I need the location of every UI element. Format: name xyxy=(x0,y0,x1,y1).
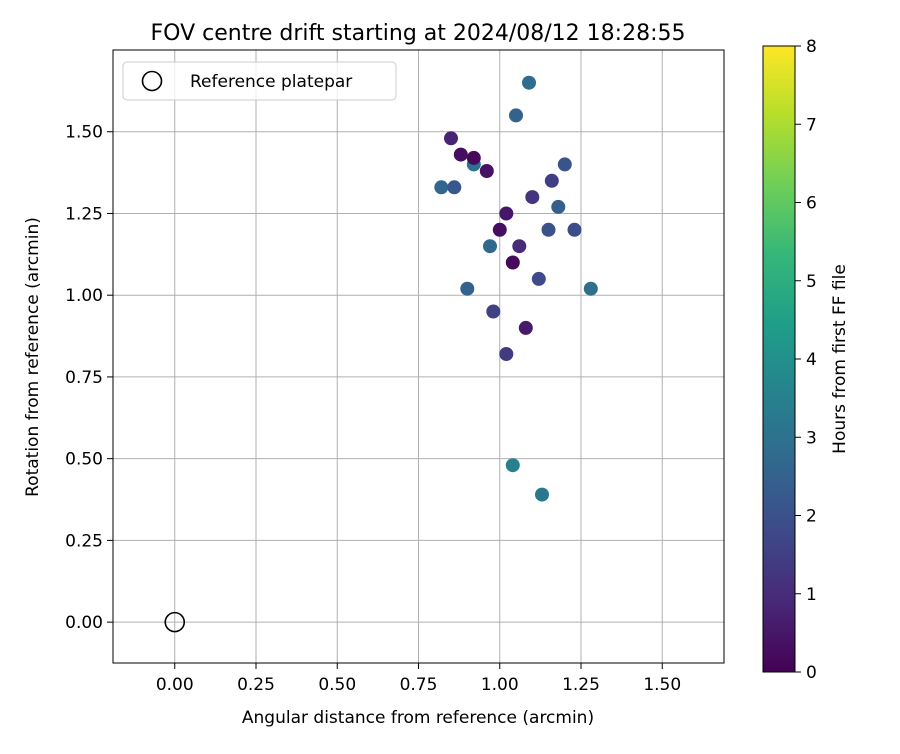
colorbar-tick-label: 7 xyxy=(806,115,817,135)
data-point xyxy=(447,180,462,195)
colorbar-ticks: 0 1 2 3 4 5 6 7 8 xyxy=(795,37,817,683)
legend-box xyxy=(122,61,397,101)
data-point xyxy=(544,173,559,188)
data-point xyxy=(499,206,514,221)
y-axis-ticks: 0.00 0.25 0.50 0.75 1.00 1.25 1.50 xyxy=(65,123,113,633)
x-tick-label: 0.00 xyxy=(156,675,194,695)
x-tick-label: 1.00 xyxy=(481,675,519,695)
data-point xyxy=(551,199,566,214)
colorbar-tick-label: 1 xyxy=(806,585,817,605)
x-axis-label: Angular distance from reference (arcmin) xyxy=(242,708,594,728)
y-tick-label: 0.25 xyxy=(65,531,103,551)
legend-marker-reference xyxy=(141,70,163,92)
y-tick-label: 1.50 xyxy=(65,123,103,143)
data-point xyxy=(486,304,501,319)
colorbar-tick-label: 5 xyxy=(806,272,817,292)
data-point xyxy=(522,75,536,90)
y-axis-label: Rotation from reference (arcmin) xyxy=(23,217,43,497)
data-point xyxy=(434,180,449,195)
data-point xyxy=(466,150,481,165)
data-point xyxy=(505,458,520,473)
data-point xyxy=(518,320,533,335)
x-tick-label: 1.25 xyxy=(562,675,600,695)
data-point xyxy=(499,347,514,361)
data-points xyxy=(434,75,598,502)
x-tick-label: 1.50 xyxy=(643,675,681,695)
reference-point-layer xyxy=(164,611,186,633)
data-point xyxy=(453,147,468,162)
y-tick-label: 0.50 xyxy=(65,450,103,470)
data-point xyxy=(492,222,507,237)
reference-platepar-marker xyxy=(164,611,186,633)
colorbar-tick-label: 8 xyxy=(806,37,817,57)
data-point xyxy=(483,239,497,254)
colorbar-tick-label: 0 xyxy=(806,663,817,683)
data-point xyxy=(479,164,494,178)
data-point xyxy=(460,281,475,296)
colorbar-label: Hours from first FF file xyxy=(830,264,850,454)
colorbar-tick-label: 3 xyxy=(806,428,817,448)
colorbar-tick-label: 2 xyxy=(806,507,817,527)
data-point xyxy=(535,487,549,502)
data-point xyxy=(557,157,572,172)
colorbar-tick-label: 4 xyxy=(806,350,817,370)
x-tick-label: 0.25 xyxy=(237,675,275,695)
x-tick-label: 0.50 xyxy=(318,675,356,695)
legend: Reference platepar xyxy=(122,61,397,101)
data-point xyxy=(567,222,582,237)
x-axis-ticks: 0.00 0.25 0.50 0.75 1.00 1.25 1.50 xyxy=(156,663,681,695)
data-point xyxy=(509,108,523,123)
chart-title: FOV centre drift starting at 2024/08/12 … xyxy=(151,21,686,46)
data-point xyxy=(541,222,556,237)
legend-label-reference: Reference platepar xyxy=(190,72,352,92)
y-tick-label: 1.25 xyxy=(65,204,103,224)
data-point xyxy=(531,271,546,286)
colorbar-tick-label: 6 xyxy=(806,194,817,214)
y-tick-label: 0.00 xyxy=(65,613,103,633)
data-point xyxy=(444,131,458,146)
y-tick-label: 1.00 xyxy=(65,286,103,306)
x-tick-label: 0.75 xyxy=(400,675,438,695)
data-point xyxy=(525,190,540,205)
colorbar xyxy=(762,45,796,673)
data-point xyxy=(505,255,520,270)
data-point xyxy=(583,281,598,296)
grid xyxy=(113,50,724,663)
data-point xyxy=(512,239,527,254)
y-tick-label: 0.75 xyxy=(65,368,103,388)
